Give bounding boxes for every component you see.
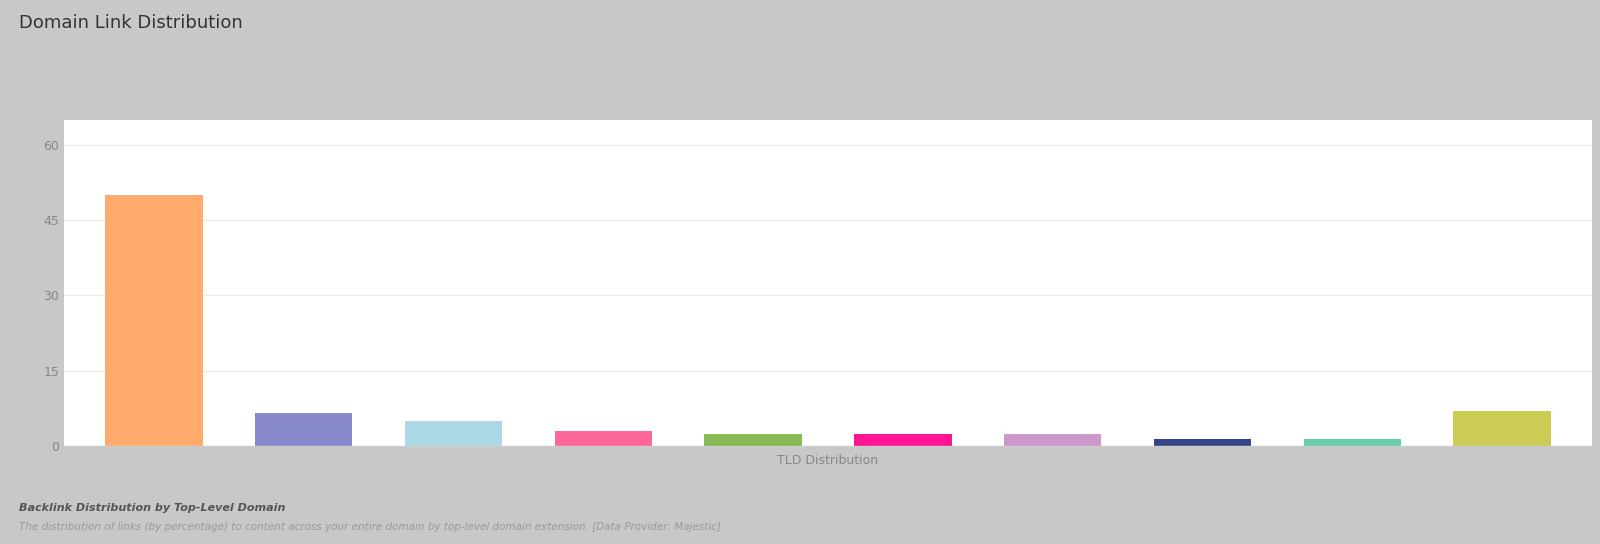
- Text: Backlink Distribution by Top-Level Domain: Backlink Distribution by Top-Level Domai…: [19, 503, 285, 513]
- Bar: [704, 434, 802, 446]
- Bar: [555, 431, 651, 446]
- Bar: [854, 434, 952, 446]
- Bar: [405, 421, 502, 446]
- Text: The distribution of links (by percentage) to content across your entire domain b: The distribution of links (by percentage…: [19, 522, 722, 532]
- Bar: [1453, 411, 1550, 446]
- Bar: [254, 413, 352, 446]
- Bar: [1005, 434, 1101, 446]
- Bar: [1304, 438, 1402, 446]
- Bar: [1154, 438, 1251, 446]
- X-axis label: TLD Distribution: TLD Distribution: [778, 454, 878, 467]
- Text: Domain Link Distribution: Domain Link Distribution: [19, 14, 243, 32]
- Bar: [106, 195, 203, 446]
